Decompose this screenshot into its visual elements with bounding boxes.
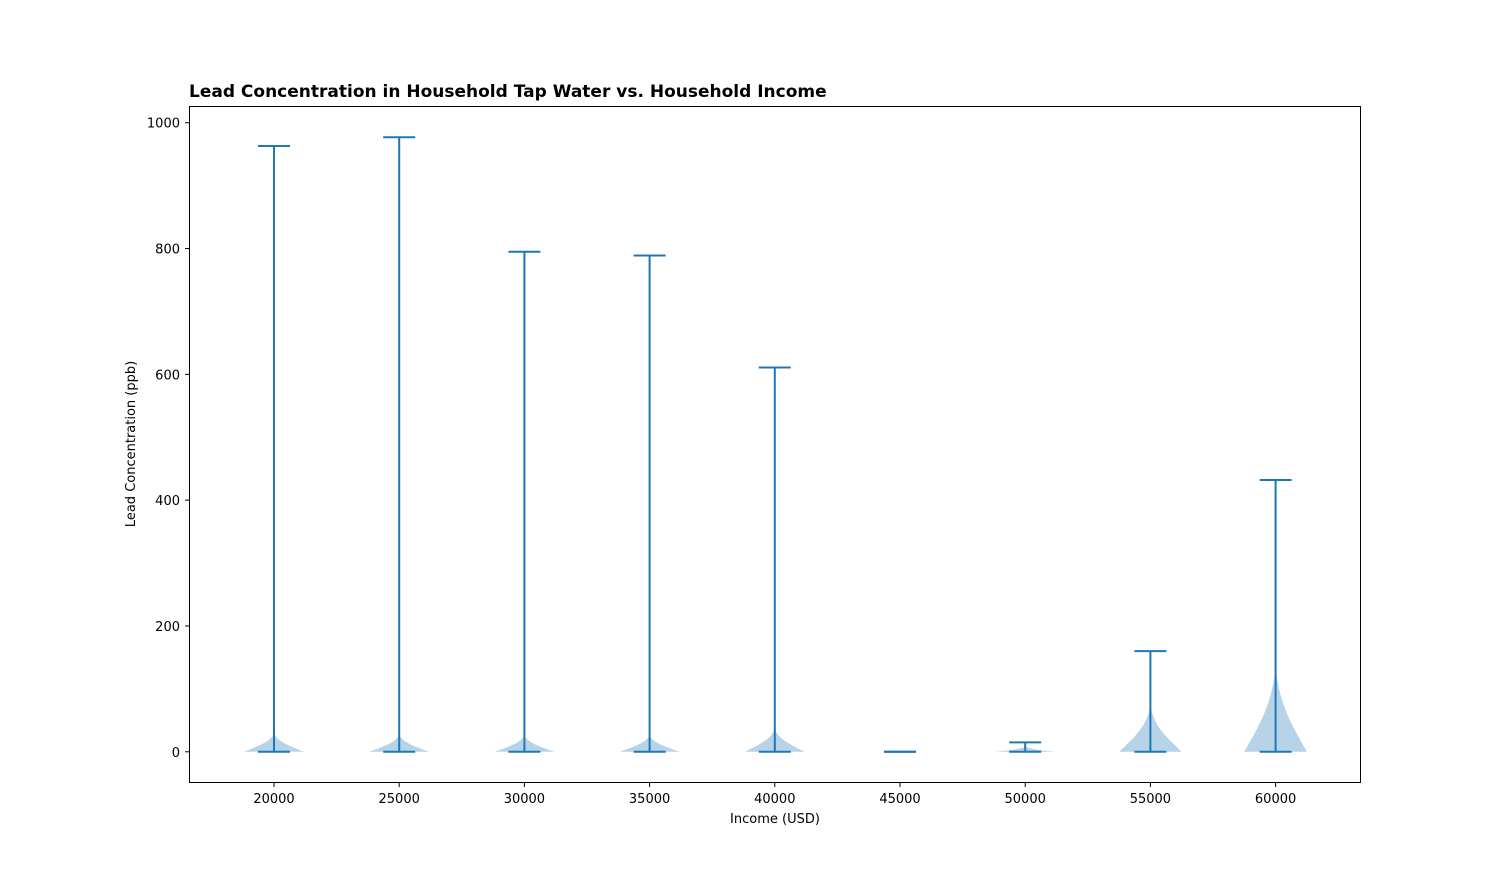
y-axis-label: Lead Concentration (ppb): [124, 361, 139, 527]
x-tick-label: 60000: [1255, 792, 1296, 807]
x-tick-label: 30000: [504, 792, 545, 807]
x-tick-label: 50000: [1005, 792, 1046, 807]
x-tick-label: 55000: [1130, 792, 1171, 807]
y-tick-label: 400: [155, 494, 180, 509]
y-tick-label: 200: [155, 620, 180, 635]
x-axis-ticks: 20000 25000 30000 35000 40000 45000 50000 55000…: [253, 782, 1296, 807]
y-tick-label: 0: [172, 746, 180, 761]
y-tick-label: 1000: [147, 117, 180, 132]
x-tick-label: 40000: [754, 792, 795, 807]
x-tick-label: 35000: [629, 792, 670, 807]
y-tick-label: 600: [155, 368, 180, 383]
y-axis-ticks: 0 200 400 600 800 1000: [147, 117, 190, 761]
chart-title: Lead Concentration in Household Tap Wate…: [189, 82, 827, 102]
x-axis-label: Income (USD): [730, 812, 820, 827]
violins-layer: [244, 136, 1307, 753]
x-tick-label: 45000: [879, 792, 920, 807]
x-tick-label: 20000: [253, 792, 294, 807]
x-tick-label: 25000: [379, 792, 420, 807]
plot-frame: [189, 106, 1361, 783]
y-tick-label: 800: [155, 243, 180, 258]
